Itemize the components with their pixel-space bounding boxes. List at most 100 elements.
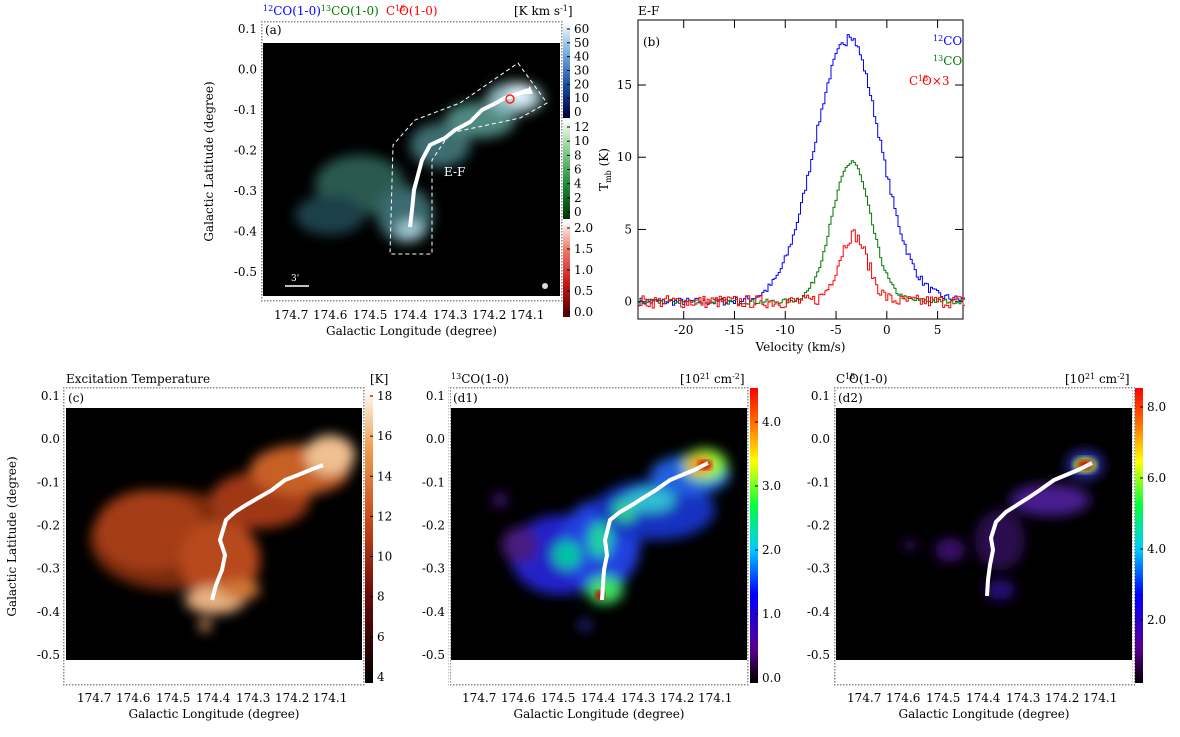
cbar-tick-label: 20: [574, 77, 589, 91]
y-tick-label: -0.4: [422, 605, 446, 619]
cbar-tick-label: 50: [574, 36, 589, 50]
x-tick-label: 174.3: [621, 691, 655, 705]
x-tick-label: 174.3: [1006, 691, 1040, 705]
cbar-13co: [563, 120, 570, 219]
panel-d1-label: (d1): [453, 391, 478, 405]
legend-c18o-sup: 18: [918, 74, 928, 83]
y-axis-label: Tmb (K): [597, 148, 613, 191]
cbar-tick-label: 6.0: [1147, 471, 1166, 485]
cbar-tick-label: 10: [377, 550, 392, 564]
y-tick-label: 0: [624, 295, 632, 309]
panel-c-unit: [K]: [370, 372, 388, 386]
x-tick-label: -20: [674, 323, 693, 337]
x-tick-label: 174.5: [156, 691, 190, 705]
y-axis-label: Galactic Latitude (degree): [202, 81, 216, 241]
y-tick-label: -0.2: [234, 144, 257, 158]
panel-d1-emission: [492, 449, 730, 631]
y-tick-label: -0.4: [234, 225, 258, 239]
panel-d1-title: 13CO(1-0): [451, 372, 509, 386]
spectrum-series-1: [638, 160, 965, 305]
y-tick-label: 0.1: [426, 389, 445, 403]
y-tick-label: 0.1: [811, 389, 830, 403]
cbar-tick-label: 1.5: [574, 242, 593, 256]
cbar-tick-label: 4: [377, 670, 385, 684]
x-tick-label: 174.6: [116, 691, 150, 705]
legend-12co: 12CO: [933, 34, 962, 48]
cbar-tick-label: 2: [574, 191, 582, 205]
y-tick-label: 0.1: [238, 22, 257, 36]
x-tick-label: 174.1: [510, 308, 544, 322]
cbar-d1: [750, 388, 758, 683]
y-tick-label: 0.0: [238, 63, 257, 77]
panel-c-ridge: [210, 463, 324, 601]
x-tick-label: 174.1: [1083, 691, 1117, 705]
x-axis-label: Galactic Longitude (degree): [128, 707, 299, 721]
title-12co: CO(1-0): [273, 4, 321, 18]
x-axis-label: Galactic Longitude (degree): [898, 707, 1069, 721]
cbar-tick-label: 30: [574, 64, 589, 78]
cbar-tick-label: 4: [574, 177, 582, 191]
x-tick-label: 174.7: [77, 691, 111, 705]
cbar-tick-label: 1.0: [574, 263, 593, 277]
x-tick-label: 174.7: [847, 691, 881, 705]
cbar-tick-label: 0: [574, 105, 582, 119]
cbar-tick-label: 16: [377, 429, 392, 443]
x-tick-label: 174.1: [313, 691, 347, 705]
x-tick-label: 174.4: [393, 308, 428, 322]
panel-b-frame: [637, 19, 964, 320]
panel-a: 12CO(1-0)13CO(1-0) C O(1-0) 18 [K km s-1…: [202, 4, 593, 338]
cbar-tick-label: 3.0: [762, 479, 781, 493]
title-c18o: C O(1-0): [386, 4, 438, 18]
cbar-tick-label: 6: [377, 630, 385, 644]
x-tick-label: 174.2: [275, 691, 309, 705]
x-tick-label: 174.1: [698, 691, 732, 705]
legend-c18o: C O×3: [909, 74, 950, 88]
y-tick-label: 0.0: [426, 432, 445, 446]
cbar-tick-label: 4.0: [762, 415, 781, 429]
x-tick-label: 174.5: [353, 308, 387, 322]
cbar-tick-label: 2.0: [762, 543, 781, 557]
y-tick-label: -0.5: [37, 648, 60, 662]
x-tick-label: -15: [725, 323, 744, 337]
x-tick-label: 174.3: [433, 308, 467, 322]
y-tick-label: 0.0: [41, 432, 60, 446]
title-13co-sup: 13: [321, 4, 331, 13]
y-tick-label: -0.3: [807, 562, 830, 576]
x-tick-label: 5: [934, 323, 942, 337]
panel-a-label: (a): [265, 23, 282, 37]
y-tick-label: -0.3: [37, 562, 60, 576]
y-tick-label: -0.1: [234, 103, 257, 117]
y-tick-label: -0.5: [422, 648, 445, 662]
panel-b: E-F (b) -20 -15 -10 -5 0 5 0 5 10 15 Velocity (km/…: [597, 4, 965, 354]
title-c18o-sup: 18: [395, 4, 405, 13]
cbar-tick-label: 0.5: [574, 284, 593, 298]
cbar-tick-label: 1.0: [762, 607, 781, 621]
panel-d1-ridge: [600, 461, 709, 601]
title-12co-sup: 12: [263, 4, 273, 13]
x-tick-label: 174.6: [313, 308, 347, 322]
y-tick-label: -0.5: [807, 648, 830, 662]
panel-a-unit: [K km s-1]: [514, 4, 573, 18]
panel-a-ridge-arrow: [524, 86, 533, 94]
y-tick-label: 0.0: [811, 432, 830, 446]
cbar-tick-label: 2.0: [574, 221, 593, 235]
x-tick-label: 174.3: [236, 691, 270, 705]
x-tick-label: 174.4: [196, 691, 231, 705]
cbar-tick-label: 0.0: [762, 671, 781, 685]
y-tick-label: -0.2: [422, 519, 445, 533]
cbar-tick-label: 8.0: [1147, 400, 1166, 414]
cbar-tick-label: 60: [574, 22, 589, 36]
cbar-c18o: [563, 221, 570, 317]
panel-c: Excitation Temperature [K] (c) 174.7 174.…: [5, 372, 393, 721]
x-tick-label: 174.7: [462, 691, 496, 705]
cbar-d2: [1135, 388, 1143, 683]
y-tick-label: 5: [624, 222, 632, 236]
y-tick-label: -0.2: [807, 519, 830, 533]
panel-c-title: Excitation Temperature: [66, 372, 210, 386]
x-tick-label: 174.2: [472, 308, 506, 322]
cbar-tick-label: 12: [377, 509, 392, 523]
panel-a-region-box: [389, 62, 548, 255]
cbar-tick-label: 40: [574, 50, 589, 64]
cbar-tick-label: 0.0: [574, 305, 593, 319]
y-tick-label: -0.5: [234, 265, 257, 279]
